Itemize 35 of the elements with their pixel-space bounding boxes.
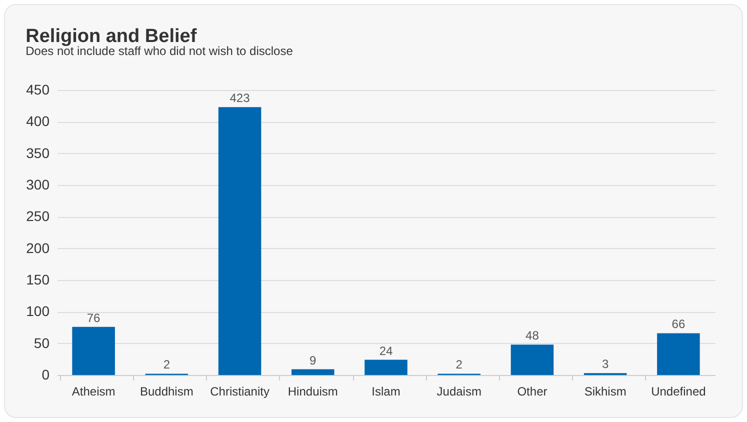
x-tick-label: Sikhism: [584, 384, 626, 398]
y-tick-label: 50: [34, 334, 50, 351]
x-tick-label: Hinduism: [288, 384, 338, 398]
data-label: 2: [456, 358, 463, 372]
bar: [292, 369, 334, 375]
data-label: 9: [310, 353, 317, 368]
data-label: 423: [230, 91, 250, 106]
data-label: 24: [379, 344, 393, 358]
x-tick-label: Atheism: [72, 384, 116, 398]
x-tick-label: Other: [517, 384, 548, 398]
data-label: 3: [602, 357, 609, 372]
bar: [510, 344, 554, 375]
data-label: 76: [86, 310, 101, 325]
y-tick-label: 100: [26, 303, 50, 320]
x-tick-label: Buddhism: [140, 384, 194, 398]
y-tick-label: 150: [26, 272, 50, 288]
data-label: 48: [526, 328, 540, 343]
bar: [72, 326, 115, 375]
y-tick-label: 450: [26, 82, 50, 98]
y-tick-label: 350: [26, 144, 50, 161]
x-tick-label: Islam: [372, 384, 400, 398]
chart-title: Religion and Belief: [26, 26, 198, 47]
y-tick-label: 0: [42, 366, 50, 382]
x-tick-label: Judaism: [436, 384, 482, 398]
bar: [364, 360, 408, 375]
y-tick-label: 300: [26, 176, 50, 192]
x-tick-label: Christianity: [210, 384, 270, 398]
bar: [218, 107, 262, 375]
x-tick-label: Undefined: [651, 384, 706, 398]
y-tick-label: 250: [26, 208, 50, 224]
y-tick-label: 200: [26, 240, 50, 256]
y-tick-label: 400: [26, 113, 50, 130]
bar: [657, 333, 700, 375]
data-label: 66: [672, 317, 686, 332]
data-label: 2: [163, 358, 170, 372]
